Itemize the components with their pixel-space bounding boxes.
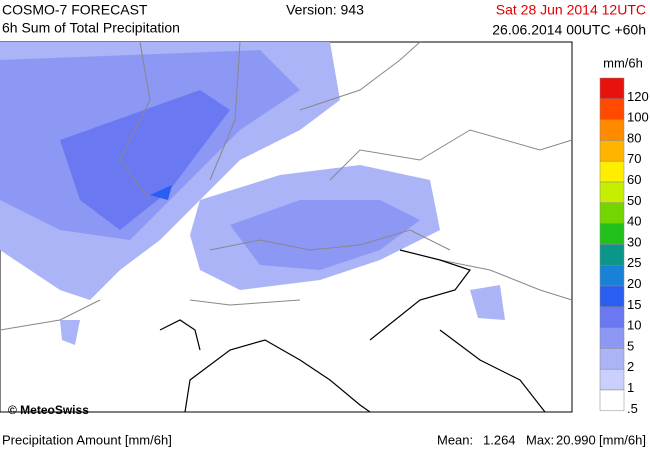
legend-swatch [599, 389, 625, 412]
max-label: Max: [526, 432, 554, 447]
legend-label: 100 [627, 110, 649, 125]
map: © MeteoSwiss [0, 41, 573, 417]
legend-label: 10 [627, 318, 641, 333]
legend-swatch [599, 202, 625, 224]
legend-label: 60 [627, 172, 641, 187]
run-time: 26.06.2014 00UTC +60h [492, 22, 646, 38]
legend-swatch [599, 285, 625, 308]
coastline [159, 249, 546, 413]
credit: © MeteoSwiss [8, 403, 89, 417]
legend-label: 70 [627, 151, 641, 166]
legend-unit: mm/6h [603, 55, 643, 70]
mean-value: 1.264 [483, 432, 516, 447]
legend-label: 80 [627, 130, 641, 145]
legend-swatch [599, 244, 625, 266]
max-value: 20.990 [556, 432, 596, 447]
valid-time: Sat 28 Jun 2014 12UTC [496, 2, 646, 18]
legend-swatch [599, 264, 625, 287]
product-title: 6h Sum of Total Precipitation [2, 20, 180, 36]
legend-swatch [599, 98, 625, 120]
legend-label: 40 [627, 214, 641, 229]
precip-area [230, 200, 420, 270]
legend: mm/6h 120 100 80 70 60 50 40 30 25 20 15 10 5 2 1 .5 [599, 55, 649, 416]
precip-area [60, 90, 230, 230]
version: Version: 943 [286, 2, 364, 18]
border [0, 41, 573, 331]
model-title: COSMO-7 FORECAST [2, 2, 148, 18]
legend-label: 15 [627, 297, 641, 312]
mean-label: Mean: [437, 432, 473, 447]
legend-label: 5 [627, 338, 634, 353]
legend-swatch [599, 348, 625, 370]
legend-swatch [599, 119, 625, 141]
legend-swatch [599, 368, 625, 391]
legend-label: 2 [627, 359, 634, 374]
legend-label: 50 [627, 193, 641, 208]
legend-swatch [599, 306, 625, 328]
legend-swatch [599, 160, 625, 183]
legend-swatch [599, 223, 625, 245]
footer-stats: Mean: 1.264 Max: 20.990 [mm/6h] [437, 432, 646, 447]
unit: [mm/6h] [599, 432, 646, 447]
legend-swatch [599, 327, 625, 349]
legend-swatch [599, 77, 625, 100]
legend-label: 25 [627, 255, 641, 270]
legend-swatch [599, 181, 625, 204]
legend-label: 30 [627, 234, 641, 249]
legend-label: 1 [627, 380, 634, 395]
footer-left: Precipitation Amount [mm/6h] [2, 432, 172, 447]
legend-label: 20 [627, 276, 641, 291]
legend-swatch [599, 140, 625, 162]
legend-label: 120 [627, 89, 649, 104]
legend-label: .5 [627, 401, 638, 416]
precip-area [150, 185, 172, 200]
